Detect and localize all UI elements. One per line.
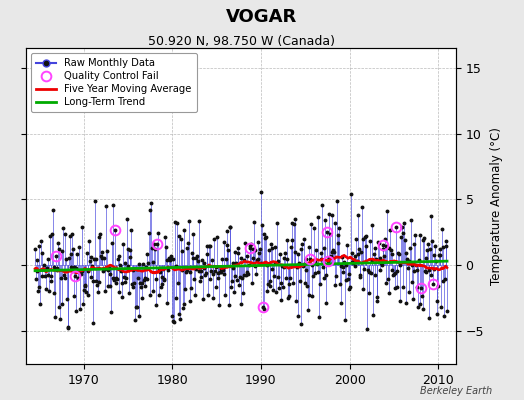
- Legend: Raw Monthly Data, Quality Control Fail, Five Year Moving Average, Long-Term Tren: Raw Monthly Data, Quality Control Fail, …: [31, 53, 196, 112]
- Title: 50.920 N, 98.750 W (Canada): 50.920 N, 98.750 W (Canada): [148, 35, 334, 48]
- Text: Berkeley Earth: Berkeley Earth: [420, 386, 493, 396]
- Text: VOGAR: VOGAR: [226, 8, 298, 26]
- Y-axis label: Temperature Anomaly (°C): Temperature Anomaly (°C): [489, 127, 503, 285]
